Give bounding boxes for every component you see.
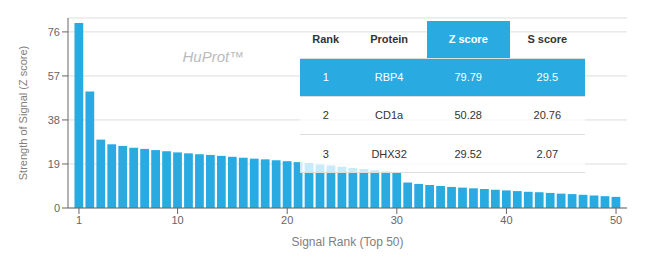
html-text:Z score: Z score	[448, 33, 488, 46]
html-text:20.76: 20.76	[533, 109, 562, 122]
html-text:RBP4: RBP4	[374, 71, 404, 84]
svg-text:1: 1	[76, 214, 82, 226]
html-text:S score: S score	[527, 33, 568, 46]
html-text:CD1a: CD1a	[375, 109, 404, 122]
svg-text:19: 19	[48, 158, 60, 170]
svg-text:0: 0	[54, 202, 60, 214]
svg-text:20: 20	[281, 214, 293, 226]
html-text:HuProt™: HuProt™	[182, 47, 245, 65]
html-text:Rank: Rank	[312, 33, 340, 46]
html-text:50.28: 50.28	[454, 109, 482, 122]
html-text:2: 2	[322, 109, 329, 122]
html-text:29.52: 29.52	[454, 147, 482, 160]
svg-text:Signal Rank (Top 50): Signal Rank (Top 50)	[291, 235, 403, 249]
svg-text:40: 40	[500, 214, 512, 226]
svg-text:76: 76	[48, 26, 60, 38]
svg-text:10: 10	[171, 214, 183, 226]
html-text:1: 1	[322, 71, 329, 84]
html-text:3: 3	[322, 147, 329, 160]
svg-text:57: 57	[48, 70, 60, 82]
svg-text:38: 38	[48, 114, 60, 126]
html-text:2.07: 2.07	[536, 147, 558, 160]
html-text:79.79: 79.79	[454, 71, 482, 84]
svg-text:Strength of Signal (Z score): Strength of Signal (Z score)	[17, 46, 29, 181]
html-text:29.5: 29.5	[536, 71, 558, 84]
html-text:DHX32: DHX32	[371, 147, 407, 160]
html-text:Protein: Protein	[370, 33, 409, 46]
svg-text:30: 30	[391, 214, 403, 226]
svg-text:50: 50	[610, 214, 622, 226]
